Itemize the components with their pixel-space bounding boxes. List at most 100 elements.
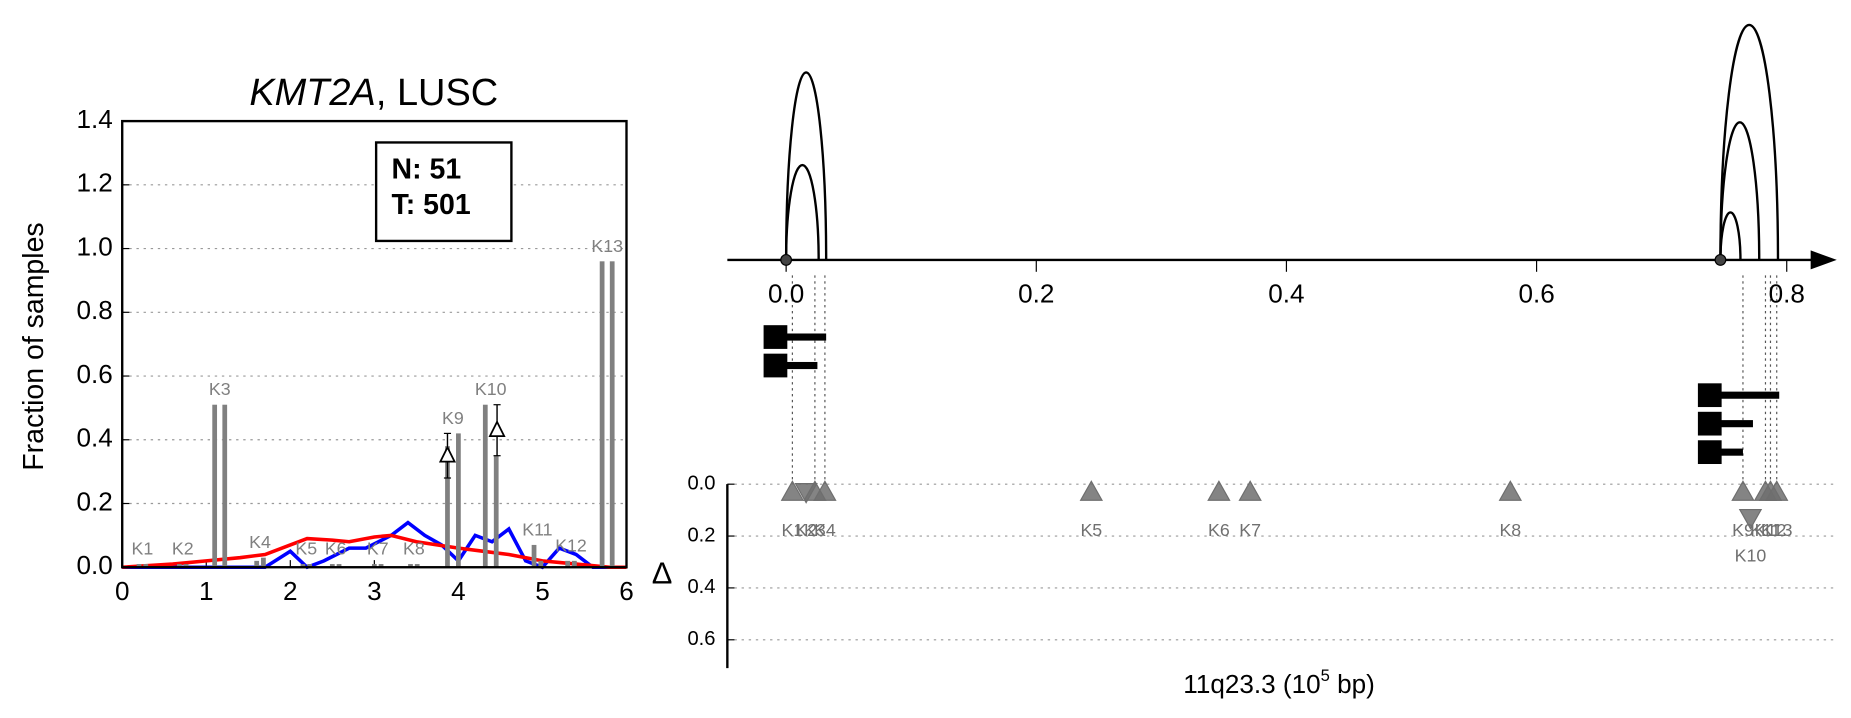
segment-box <box>1697 411 1722 436</box>
y-axis-label: Fraction of samples <box>18 222 50 470</box>
arc <box>1720 212 1740 259</box>
arc-anchor <box>780 253 793 266</box>
y-tick-label: 0.4 <box>687 576 715 598</box>
bar <box>408 564 413 568</box>
delta-marker <box>488 419 506 438</box>
y-axis-label: Δ <box>652 556 673 591</box>
x-tick-label: 6 <box>619 576 634 606</box>
arc-anchor <box>1714 253 1727 266</box>
arc <box>784 163 820 260</box>
bar-label: K4 <box>249 532 271 552</box>
x-label-tail: bp) <box>1330 669 1375 699</box>
marker-label: K3 <box>804 520 826 540</box>
bar-label: K2 <box>172 539 194 559</box>
bar-label: K12 <box>555 535 587 555</box>
x-tick-label: 5 <box>535 576 550 606</box>
bar <box>378 564 384 568</box>
gene-segment <box>763 353 818 378</box>
segment-bar <box>786 333 827 341</box>
annotation: N: 51 <box>392 153 462 185</box>
x-tick-label: 0.2 <box>1018 278 1054 308</box>
delta-marker <box>1079 480 1104 501</box>
bar-label: K9 <box>442 408 464 428</box>
bar <box>482 404 488 568</box>
delta-marker <box>1765 480 1789 501</box>
x-label-exp: 5 <box>1321 666 1330 685</box>
delta-marker <box>1738 508 1763 530</box>
bar <box>329 564 335 568</box>
delta-marker <box>438 445 457 463</box>
bar <box>538 560 544 568</box>
gene-segment <box>1697 411 1753 436</box>
delta-marker <box>780 480 805 501</box>
arc <box>1719 23 1780 260</box>
marker-label: K10 <box>1735 546 1767 566</box>
y-tick-label: 0.6 <box>687 628 715 650</box>
marker-label: K6 <box>1208 520 1230 540</box>
x-tick-label: 1 <box>199 576 214 606</box>
segment-bar <box>786 361 818 370</box>
arc <box>784 71 828 260</box>
x-axis-label: 11q23.3 (105 bp) <box>1183 666 1375 699</box>
x-tick-label: 2 <box>283 576 298 606</box>
segment-box <box>763 325 788 349</box>
marker-label: K5 <box>1080 520 1102 540</box>
bar-label: K3 <box>209 379 231 399</box>
y-tick-label: 0.2 <box>687 524 715 546</box>
y-tick-label: 0.0 <box>76 550 112 580</box>
bar <box>572 560 577 568</box>
bar-label: K11 <box>522 519 552 539</box>
bar <box>565 560 571 568</box>
bar-label: K8 <box>403 539 425 559</box>
bar <box>212 404 218 568</box>
y-tick-label: 1.2 <box>76 168 112 198</box>
segment-bar <box>1720 420 1753 428</box>
bar-label: K5 <box>295 539 317 559</box>
bar <box>609 261 615 568</box>
x-tick-label: 4 <box>451 576 466 606</box>
bar <box>531 544 537 568</box>
marker-label: K11 <box>1750 520 1780 540</box>
y-tick-label: 0.0 <box>687 473 715 495</box>
bar <box>176 564 182 568</box>
axis-arrow <box>1810 250 1837 270</box>
segment-box <box>1697 440 1722 465</box>
bar <box>222 404 228 568</box>
delta-marker <box>1207 480 1231 501</box>
y-tick-label: 1.0 <box>76 231 112 261</box>
x-tick-label: 0 <box>115 576 130 606</box>
title-gene: KMT2A <box>249 72 376 114</box>
annotation-box <box>374 141 513 243</box>
bar <box>445 446 450 568</box>
segment-box <box>1697 383 1722 408</box>
bar-label: K1 <box>132 539 154 559</box>
marker-label: K8 <box>1499 520 1521 540</box>
delta-marker <box>813 480 837 501</box>
bar <box>300 564 306 568</box>
x-tick-label: 3 <box>367 576 382 606</box>
chart-title: KMT2A, LUSC <box>249 72 498 114</box>
gene-segment <box>763 325 827 349</box>
segment-box <box>763 353 788 378</box>
bar-label: K7 <box>367 539 389 559</box>
delta-marker <box>1498 480 1523 501</box>
bar <box>456 433 461 568</box>
bar <box>254 560 260 568</box>
marker-label: K12 <box>1755 520 1787 540</box>
bar <box>414 564 420 568</box>
bar <box>143 564 149 568</box>
marker-label: K4 <box>814 520 836 540</box>
bar <box>493 455 499 568</box>
delta-marker <box>1731 480 1755 501</box>
x-tick-label: 0.4 <box>1268 278 1304 308</box>
gene-segment <box>1697 440 1743 465</box>
plot-frame <box>121 119 628 569</box>
y-tick-label: 0.4 <box>76 423 112 453</box>
bar-label: K13 <box>591 236 623 256</box>
marker-label: K13 <box>1761 520 1793 540</box>
x-label-main: 11q23.3 (10 <box>1183 669 1320 699</box>
title-suffix: , LUSC <box>376 72 498 114</box>
bar <box>371 564 377 568</box>
bar <box>183 564 189 568</box>
